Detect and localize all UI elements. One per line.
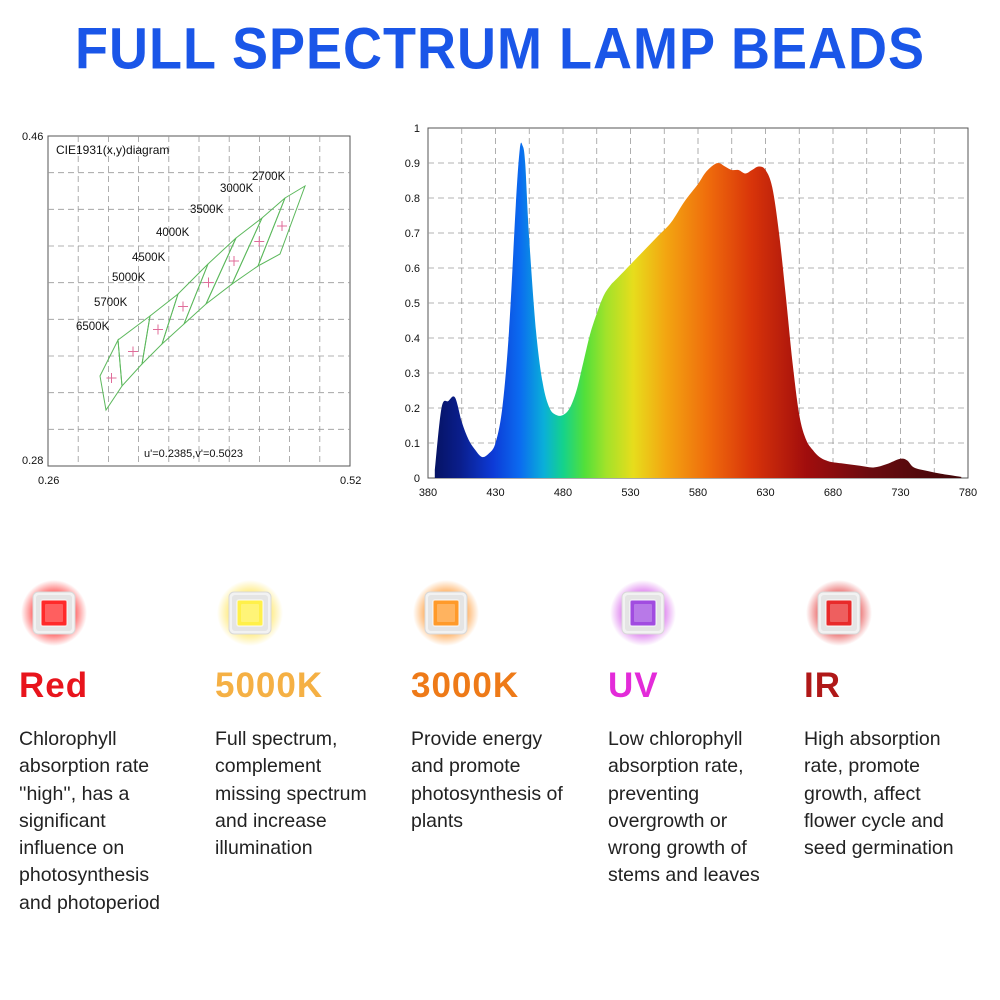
cie-cct-label: 5000K bbox=[112, 272, 146, 284]
spectrum-x-tick-label: 730 bbox=[891, 487, 909, 499]
cie-cct-label: 4000K bbox=[156, 227, 190, 239]
bead-card-ir: IR High absorption rate, promote growth, … bbox=[804, 578, 994, 862]
cie-x-max: 0.52 bbox=[340, 475, 361, 487]
led-chip-icon bbox=[608, 578, 678, 648]
bead-title: Red bbox=[19, 666, 89, 705]
spectrum-y-tick-label: 0.3 bbox=[405, 368, 420, 380]
spectrum-x-tick-label: 430 bbox=[486, 487, 504, 499]
spectrum-y-tick-label: 0.2 bbox=[405, 403, 420, 415]
spectrum-x-tick-label: 380 bbox=[419, 487, 437, 499]
bead-description: Full spectrum, complement missing spectr… bbox=[215, 728, 367, 860]
bead-title: 5000K bbox=[215, 666, 324, 705]
spectrum-y-tick-label: 0.6 bbox=[405, 263, 420, 275]
spectrum-y-tick-label: 0.4 bbox=[405, 333, 420, 345]
led-chip-icon bbox=[804, 578, 874, 648]
bead-title: UV bbox=[608, 666, 659, 705]
cie-center-marks bbox=[106, 221, 287, 383]
bead-title: IR bbox=[804, 666, 841, 705]
spectrum-x-tick-label: 780 bbox=[959, 487, 977, 499]
cie-grid bbox=[48, 136, 350, 466]
spectrum-x-tick-label: 530 bbox=[621, 487, 639, 499]
cie-center-mark bbox=[128, 346, 138, 357]
spectrum-y-tick-label: 0.7 bbox=[405, 228, 420, 240]
bead-description: Low chlorophyll absorption rate, prevent… bbox=[608, 728, 760, 887]
bead-card-3000k: 3000K Provide energy and promote photosyn… bbox=[411, 578, 601, 835]
spectrum-y-tick-label: 0.8 bbox=[405, 193, 420, 205]
spectrum-x-tick-label: 680 bbox=[824, 487, 842, 499]
cie-cct-label: 4500K bbox=[132, 252, 166, 264]
cie-center-mark bbox=[277, 221, 287, 231]
spectrum-x-tick-label: 480 bbox=[554, 487, 572, 499]
cie-cct-label: 3500K bbox=[190, 204, 224, 216]
bead-title: 3000K bbox=[411, 666, 520, 705]
spectrum-area bbox=[434, 142, 962, 478]
spectrum-x-tick-label: 580 bbox=[689, 487, 707, 499]
cie-cct-label: 6500K bbox=[76, 321, 110, 333]
bead-description: Chlorophyll absorption rate ''high'', ha… bbox=[19, 728, 160, 914]
spectrum-y-tick-label: 1 bbox=[414, 123, 420, 135]
cie-center-mark bbox=[254, 236, 265, 247]
spectrum-chart: 0 0.1 0.2 0.3 0.4 0.5 0.6 0.7 0.8 0.9 1 380 430 480 5… bbox=[405, 123, 977, 499]
cie-center-mark bbox=[229, 256, 239, 266]
cie-y-min: 0.28 bbox=[22, 455, 43, 467]
cie-cct-label: 3000K bbox=[220, 183, 254, 195]
led-chip-icon bbox=[411, 578, 481, 648]
led-chip-icon bbox=[215, 578, 285, 648]
spectrum-x-ticks: 380 430 480 530 580 630 680 730 780 bbox=[419, 487, 977, 499]
cie-cct-label: 2700K bbox=[252, 171, 286, 183]
spectrum-y-ticks: 0 0.1 0.2 0.3 0.4 0.5 0.6 0.7 0.8 0.9 1 bbox=[405, 123, 420, 485]
cie-x-min: 0.26 bbox=[38, 475, 59, 487]
bead-card-5000k: 5000K Full spectrum, complement missing s… bbox=[215, 578, 405, 862]
cie-quadrangle bbox=[257, 184, 306, 268]
led-chip-icon bbox=[19, 578, 89, 648]
spectrum-y-tick-label: 0.9 bbox=[405, 158, 420, 170]
cie-quadrangles bbox=[99, 184, 306, 412]
cie-center-mark bbox=[178, 301, 188, 312]
bead-description: Provide energy and promote photosynthesi… bbox=[411, 728, 563, 832]
cie-uv-readout: u'=0.2385,v'=0.5023 bbox=[144, 448, 243, 460]
cie-label: CIE1931(x,y)diagram bbox=[56, 143, 169, 157]
cie-center-mark bbox=[153, 324, 163, 335]
cie-cct-label: 5700K bbox=[94, 297, 128, 309]
cie-y-max: 0.46 bbox=[22, 131, 43, 143]
spectrum-x-tick-label: 630 bbox=[756, 487, 774, 499]
page-title: FULL SPECTRUM LAMP BEADS bbox=[74, 16, 926, 82]
bead-card-red: Red Chlorophyll absorption rate ''high'',… bbox=[19, 578, 209, 917]
spectrum-y-tick-label: 0.1 bbox=[405, 438, 420, 450]
cie-center-mark bbox=[106, 373, 117, 383]
cie-center-mark bbox=[203, 277, 214, 288]
cie-diagram: CIE1931(x,y)diagram 0.46 0.28 0.26 0.52 … bbox=[22, 131, 361, 487]
spectrum-y-tick-label: 0 bbox=[414, 473, 420, 485]
bead-description: High absorption rate, promote growth, af… bbox=[804, 728, 954, 860]
bead-card-uv: UV Low chlorophyll absorption rate, preve… bbox=[608, 578, 798, 890]
spectrum-y-tick-label: 0.5 bbox=[405, 298, 420, 310]
